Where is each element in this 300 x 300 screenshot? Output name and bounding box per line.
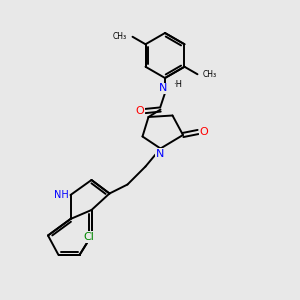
- Text: CH₃: CH₃: [203, 70, 217, 79]
- Text: CH₃: CH₃: [113, 32, 127, 41]
- Text: ·H: ·H: [173, 80, 182, 89]
- Text: Cl: Cl: [83, 232, 94, 242]
- Text: O: O: [200, 127, 208, 137]
- Text: NH: NH: [53, 190, 68, 200]
- Text: N: N: [159, 83, 168, 94]
- Text: N: N: [156, 149, 165, 159]
- Text: O: O: [135, 106, 144, 116]
